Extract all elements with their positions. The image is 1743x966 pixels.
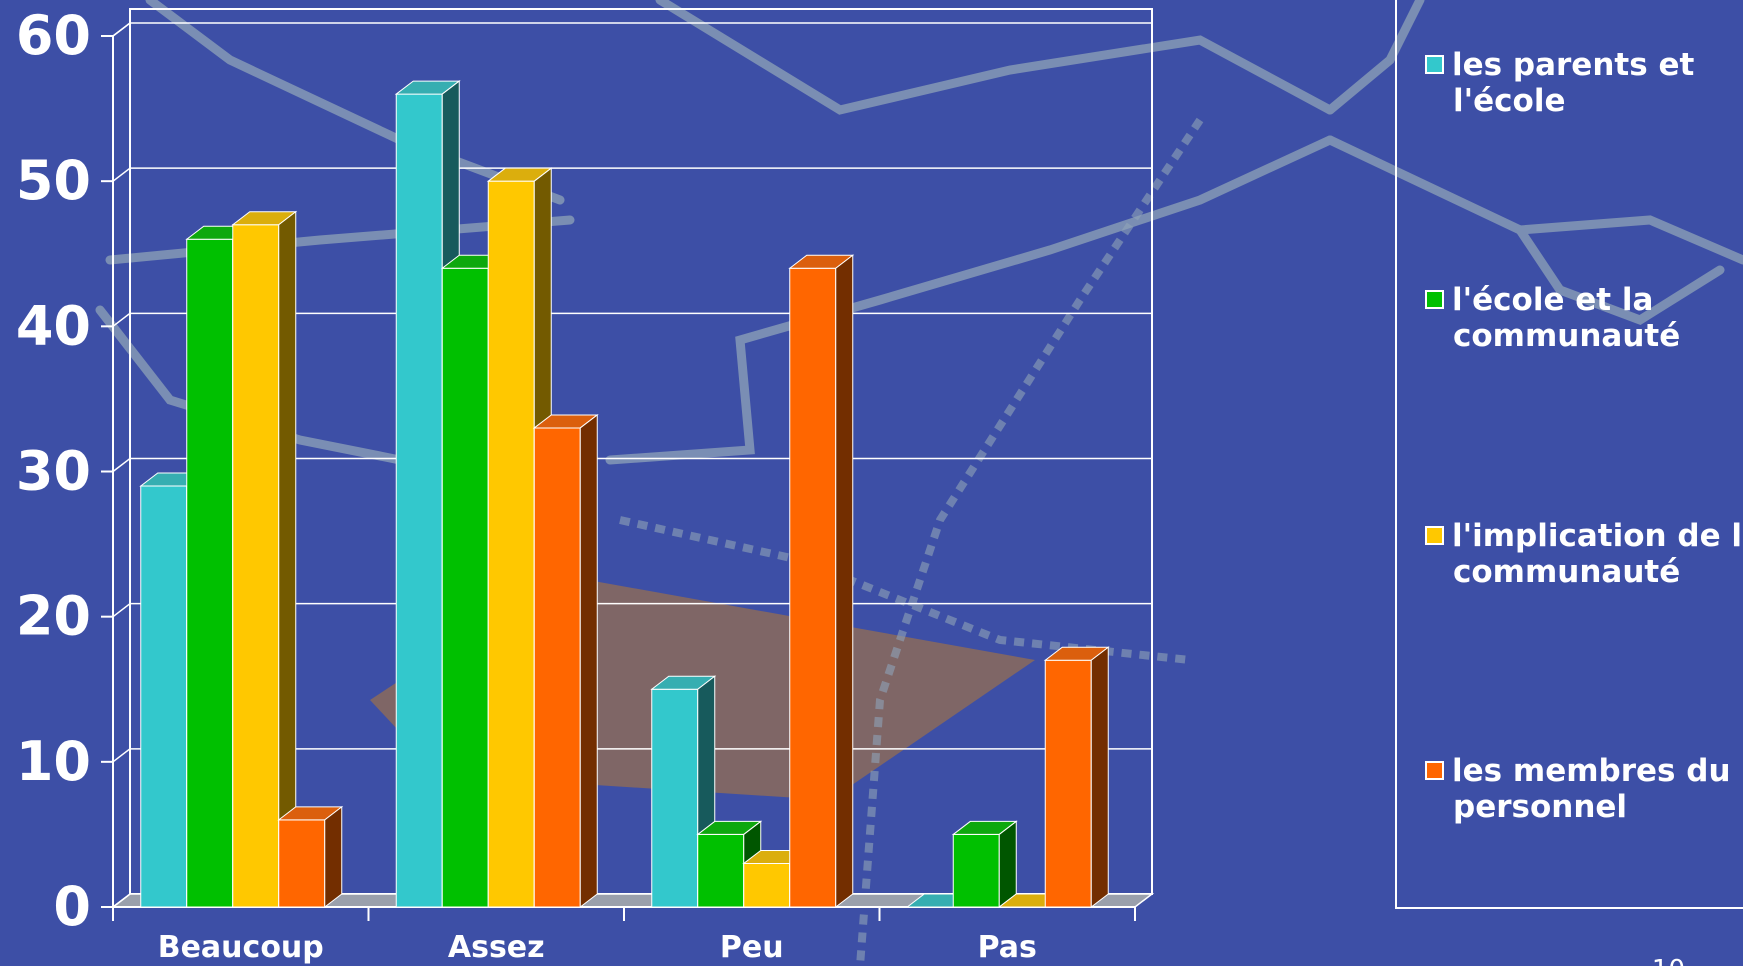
legend-label: les membres du: [1452, 753, 1731, 789]
bar-front: [743, 862, 791, 908]
x-category-label: Assez: [448, 930, 545, 965]
bar-side: [1090, 646, 1109, 909]
bar-front: [140, 485, 188, 908]
bar-front: [186, 238, 234, 908]
bar-side: [998, 820, 1017, 909]
legend-label: l'école et la: [1452, 282, 1653, 318]
legend-box: [1395, 0, 1743, 909]
legend-swatch: [1425, 55, 1444, 74]
bar-front: [395, 93, 443, 908]
legend-swatch: [1425, 526, 1444, 545]
bar: [951, 820, 1018, 909]
bar-front: [952, 833, 1000, 908]
gridline-diag: [112, 748, 131, 763]
y-tick-label: 30: [16, 440, 91, 503]
x-category-label: Peu: [720, 930, 784, 965]
legend-label: personnel: [1453, 789, 1627, 825]
x-category-label: Beaucoup: [158, 930, 324, 965]
bar-front: [1044, 659, 1092, 908]
y-tick-label: 60: [16, 4, 91, 67]
gridline-diag: [112, 603, 131, 618]
bar-front: [789, 267, 837, 908]
bar: [1043, 646, 1110, 909]
y-tick-label: 0: [53, 875, 91, 938]
y-tick-label: 50: [16, 149, 91, 212]
bar: [788, 254, 855, 909]
bar-front: [441, 267, 489, 908]
legend-label: communauté: [1453, 554, 1680, 590]
gridline-diag: [112, 22, 131, 37]
y-tick-label: 20: [16, 585, 91, 648]
bar: [231, 210, 298, 909]
bar-front: [697, 833, 745, 908]
x-category-label: Pas: [978, 930, 1037, 965]
y-tick-label: 10: [16, 730, 91, 793]
gridline-diag: [112, 312, 131, 327]
legend-label: les parents et: [1452, 47, 1694, 83]
bar: [277, 805, 344, 909]
bar-front: [533, 427, 581, 908]
bar-front: [278, 819, 326, 908]
y-tick-label: 40: [16, 294, 91, 357]
bar-front: [487, 180, 535, 908]
legend-swatch: [1425, 290, 1444, 309]
bar-side: [278, 210, 297, 909]
gridline-diag: [112, 167, 131, 182]
bar-front: [232, 224, 280, 908]
bar: [532, 413, 599, 909]
legend-label: l'école: [1453, 83, 1565, 119]
slide-number: 10: [1652, 955, 1685, 966]
bar-front: [651, 688, 699, 908]
legend-label: communauté: [1453, 318, 1680, 354]
bar-side: [579, 413, 598, 909]
bar-side: [835, 254, 854, 909]
gridline-diag: [112, 457, 131, 473]
legend-label: l'implication de la: [1452, 518, 1743, 554]
legend-swatch: [1425, 761, 1444, 780]
bar-side: [324, 805, 343, 909]
